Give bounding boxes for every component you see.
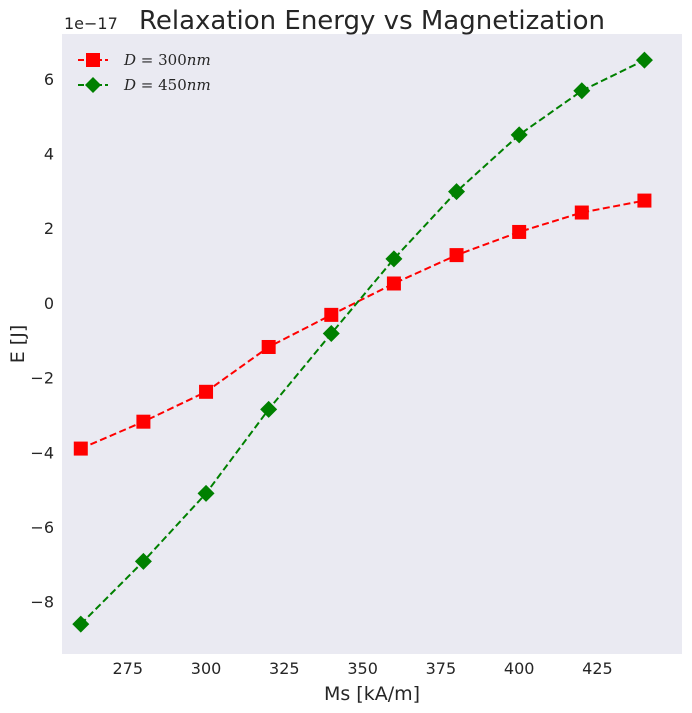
chart-title: Relaxation Energy vs Magnetization xyxy=(139,6,605,36)
data-point-diamond xyxy=(197,484,215,502)
data-point-diamond xyxy=(510,126,528,144)
data-point-square xyxy=(574,205,589,220)
data-point-square xyxy=(199,384,214,399)
data-point-diamond xyxy=(322,325,340,343)
legend-item-2: D = 450nm xyxy=(78,76,211,94)
data-point-square xyxy=(73,441,88,456)
data-point-square xyxy=(261,339,276,354)
data-point-diamond xyxy=(72,615,90,633)
data-point-square xyxy=(449,248,464,263)
x-tick-label: 425 xyxy=(582,659,613,678)
legend-marker-diamond xyxy=(85,77,101,93)
data-point-diamond xyxy=(385,250,403,268)
x-tick-label: 400 xyxy=(504,659,535,678)
y-tick-label: −8 xyxy=(30,593,54,612)
data-point-diamond xyxy=(448,183,466,201)
legend-label-1-eq: = 300 xyxy=(136,51,187,69)
data-point-square xyxy=(386,276,401,291)
legend-item-1: D = 300nm xyxy=(78,51,211,69)
y-tick-label: −4 xyxy=(30,443,54,462)
x-tick-label: 275 xyxy=(112,659,143,678)
data-point-square xyxy=(324,307,339,322)
y-tick-label: 0 xyxy=(44,294,54,313)
legend-label-1-var: D xyxy=(123,51,136,69)
x-tick-label: 325 xyxy=(269,659,300,678)
series-line-1 xyxy=(80,199,645,450)
legend-label-1-unit: nm xyxy=(187,51,211,69)
legend-label-2: D = 450nm xyxy=(123,76,211,94)
y-tick-label: 6 xyxy=(44,70,54,89)
x-axis-label: Ms [kA/m] xyxy=(324,683,420,705)
data-point-square xyxy=(512,224,527,239)
x-tick-label: 350 xyxy=(347,659,378,678)
y-tick-label: −6 xyxy=(30,518,54,537)
data-point-diamond xyxy=(260,400,278,418)
x-tick-label: 375 xyxy=(426,659,457,678)
legend-marker-square xyxy=(86,53,100,67)
data-point-diamond xyxy=(573,82,591,100)
y-offset-label: 1e−17 xyxy=(64,14,118,33)
legend-label-2-var: D xyxy=(123,76,136,94)
y-tick-label: 4 xyxy=(44,145,54,164)
y-tick-label: −2 xyxy=(30,369,54,388)
y-axis-label: E [J] xyxy=(7,325,29,363)
x-tick-label: 300 xyxy=(191,659,222,678)
legend-label-1: D = 300nm xyxy=(123,51,211,69)
legend-label-2-unit: nm xyxy=(187,76,211,94)
series-line-2 xyxy=(80,59,645,625)
y-tick-label: 2 xyxy=(44,219,54,238)
legend-label-2-eq: = 450 xyxy=(136,76,187,94)
plot-area xyxy=(62,34,682,654)
data-point-diamond xyxy=(134,552,152,570)
data-point-diamond xyxy=(635,51,653,69)
data-point-square xyxy=(637,193,652,208)
legend: D = 300nm D = 450nm xyxy=(78,51,211,94)
data-point-square xyxy=(136,414,151,429)
